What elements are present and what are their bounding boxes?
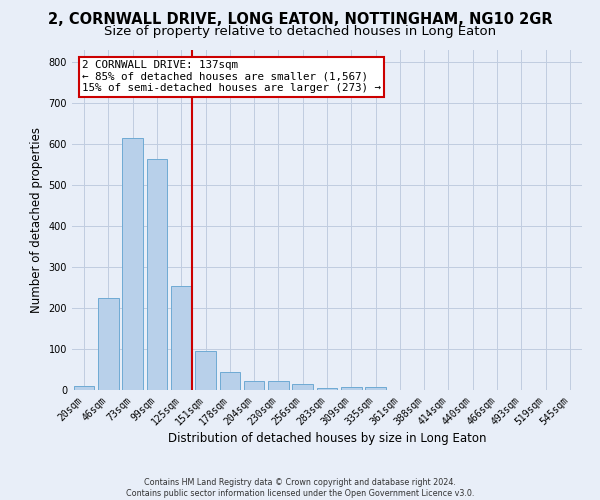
Bar — [195, 351, 216, 390]
X-axis label: Distribution of detached houses by size in Long Eaton: Distribution of detached houses by size … — [168, 432, 486, 446]
Text: 2, CORNWALL DRIVE, LONG EATON, NOTTINGHAM, NG10 2GR: 2, CORNWALL DRIVE, LONG EATON, NOTTINGHA… — [47, 12, 553, 28]
Bar — [74, 386, 94, 390]
Text: Size of property relative to detached houses in Long Eaton: Size of property relative to detached ho… — [104, 25, 496, 38]
Bar — [292, 384, 313, 390]
Bar — [365, 386, 386, 390]
Bar — [244, 381, 265, 390]
Bar — [220, 372, 240, 390]
Bar — [98, 298, 119, 390]
Text: Contains HM Land Registry data © Crown copyright and database right 2024.
Contai: Contains HM Land Registry data © Crown c… — [126, 478, 474, 498]
Bar — [268, 381, 289, 390]
Bar — [341, 386, 362, 390]
Bar — [122, 138, 143, 390]
Text: 2 CORNWALL DRIVE: 137sqm
← 85% of detached houses are smaller (1,567)
15% of sem: 2 CORNWALL DRIVE: 137sqm ← 85% of detach… — [82, 60, 381, 94]
Bar — [146, 158, 167, 390]
Bar — [317, 388, 337, 390]
Bar — [171, 286, 191, 390]
Y-axis label: Number of detached properties: Number of detached properties — [30, 127, 43, 313]
